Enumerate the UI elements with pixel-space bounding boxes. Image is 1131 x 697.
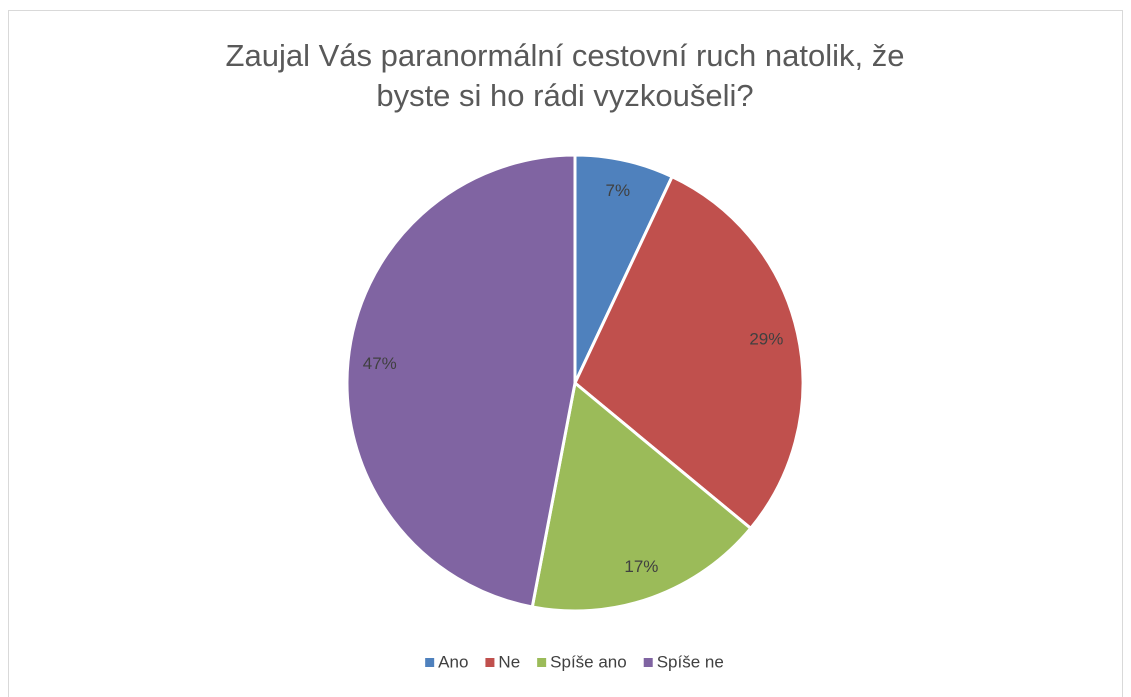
legend-swatch <box>485 658 495 667</box>
data-label: 17% <box>624 557 658 576</box>
pie-slice <box>530 380 753 613</box>
legend-label: Ano <box>438 652 468 671</box>
pie-slice <box>573 174 805 531</box>
data-label: 7% <box>605 181 630 200</box>
legend-label: Ne <box>498 652 520 671</box>
legend-swatch <box>425 658 435 667</box>
chart-title: Zaujal Vás paranormální cestovní ruch na… <box>225 38 905 113</box>
legend-label: Spíše ne <box>657 652 724 671</box>
legend-swatch <box>643 658 653 667</box>
legend-label: Spíše ano <box>550 652 627 671</box>
pie-slice <box>345 153 577 609</box>
data-label: 29% <box>749 330 783 349</box>
legend-swatch <box>537 658 547 667</box>
chart-border <box>8 10 1123 697</box>
data-label: 47% <box>363 354 397 373</box>
